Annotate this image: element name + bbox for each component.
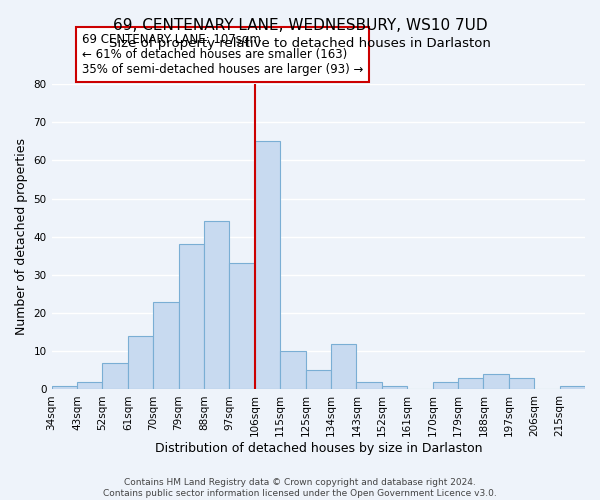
Bar <box>458 378 484 390</box>
Bar <box>179 244 204 390</box>
Bar <box>280 352 305 390</box>
Bar <box>52 386 77 390</box>
Text: Contains HM Land Registry data © Crown copyright and database right 2024.
Contai: Contains HM Land Registry data © Crown c… <box>103 478 497 498</box>
Bar <box>509 378 534 390</box>
Bar <box>77 382 103 390</box>
Bar <box>484 374 509 390</box>
Bar <box>128 336 153 390</box>
Bar <box>382 386 407 390</box>
Bar <box>356 382 382 390</box>
Bar <box>153 302 179 390</box>
Bar <box>433 382 458 390</box>
Y-axis label: Number of detached properties: Number of detached properties <box>15 138 28 335</box>
Bar <box>229 264 255 390</box>
Bar <box>305 370 331 390</box>
Bar <box>255 142 280 390</box>
Text: 69, CENTENARY LANE, WEDNESBURY, WS10 7UD: 69, CENTENARY LANE, WEDNESBURY, WS10 7UD <box>113 18 487 32</box>
Bar <box>103 362 128 390</box>
Text: Size of property relative to detached houses in Darlaston: Size of property relative to detached ho… <box>109 38 491 51</box>
Bar <box>560 386 585 390</box>
Text: 69 CENTENARY LANE: 107sqm
← 61% of detached houses are smaller (163)
35% of semi: 69 CENTENARY LANE: 107sqm ← 61% of detac… <box>82 34 364 76</box>
Bar <box>204 222 229 390</box>
X-axis label: Distribution of detached houses by size in Darlaston: Distribution of detached houses by size … <box>155 442 482 455</box>
Bar <box>331 344 356 390</box>
